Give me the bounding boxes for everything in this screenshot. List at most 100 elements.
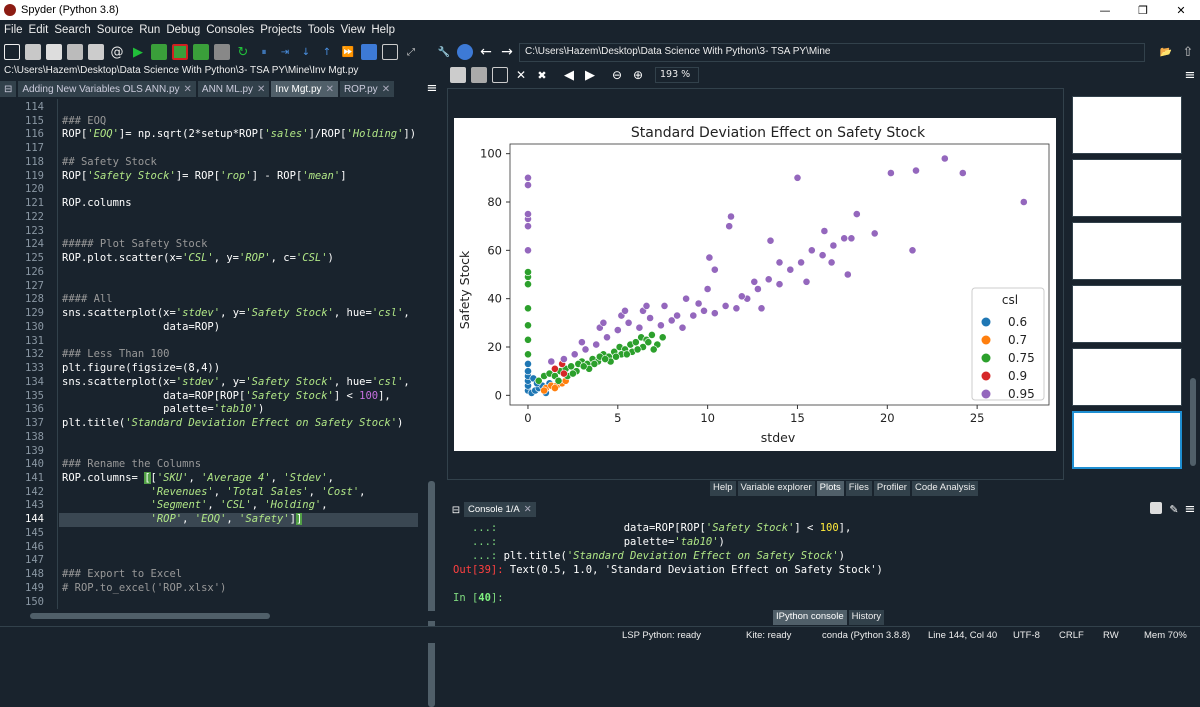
tab-help[interactable]: Help — [710, 481, 736, 496]
code-line[interactable] — [62, 211, 422, 225]
code-line[interactable]: ##### Plot Safety Stock — [62, 238, 208, 251]
code-line[interactable]: ### Rename the Columns — [62, 458, 202, 471]
editor-tab[interactable]: ROP.py ✕ — [339, 81, 395, 97]
at-icon[interactable]: @ — [110, 44, 124, 60]
save-all-icon[interactable] — [67, 44, 83, 60]
preferences-wrench-icon[interactable]: 🔧 — [437, 46, 451, 58]
zoom-level-field[interactable]: 193 % — [655, 67, 699, 83]
close-tab-icon[interactable]: ✕ — [183, 83, 192, 95]
code-line[interactable]: # ROP.to_excel('ROP.xlsx') — [62, 581, 227, 594]
code-line[interactable]: ROP['Safety Stock']= ROP['rop'] - ROP['m… — [62, 169, 347, 182]
code-line[interactable]: ROP.columns= [['SKU', 'Average 4', 'Stde… — [62, 471, 334, 484]
code-line[interactable]: ### Less Than 100 — [62, 348, 170, 361]
remove-all-plots-icon[interactable]: ✖ — [537, 68, 547, 82]
code-line[interactable]: 'Segment', 'CSL', 'Holding', — [150, 499, 328, 512]
code-line[interactable]: ### Export to Excel — [62, 568, 183, 581]
console-tab[interactable]: Console 1/A ✕ — [464, 501, 536, 517]
console-options-menu-icon[interactable]: ≡ — [1184, 501, 1196, 517]
conda-status[interactable]: conda (Python 3.8.8) — [822, 630, 911, 641]
code-line[interactable]: plt.title('Standard Deviation Effect on … — [62, 417, 404, 430]
menu-edit[interactable]: Edit — [28, 24, 49, 36]
code-line[interactable] — [62, 280, 422, 294]
code-line[interactable]: sns.scatterplot(x='stdev', y='Safety Sto… — [62, 375, 410, 388]
plot-thumbnail-selected[interactable] — [1072, 411, 1182, 469]
save-file-icon[interactable] — [46, 44, 62, 60]
plot-thumbnail[interactable] — [1072, 96, 1182, 154]
menu-search[interactable]: Search — [54, 24, 91, 36]
code-line[interactable]: ## Safety Stock — [62, 155, 157, 168]
code-editor[interactable]: 114 115 ### EOQ 116 ROP['EOQ']= np.sqrt(2*se… — [0, 99, 438, 707]
code-line[interactable]: ROP.plot.scatter(x='CSL', y='ROP', c='CS… — [62, 252, 334, 265]
browse-consoles-icon[interactable]: ⊟ — [451, 504, 461, 516]
menu-view[interactable]: View — [340, 24, 366, 36]
stop-debug-icon[interactable] — [361, 44, 377, 60]
close-console-icon[interactable]: ✕ — [523, 503, 532, 515]
editor-tab-active[interactable]: Inv Mgt.py ✕ — [271, 81, 338, 97]
tab-files[interactable]: Files — [845, 481, 872, 496]
next-plot-icon[interactable]: ▶ — [585, 67, 595, 83]
kite-status[interactable]: Kite: ready — [746, 630, 792, 641]
pane-splitter[interactable] — [440, 64, 444, 624]
parent-folder-icon[interactable]: ⇧ — [1182, 44, 1194, 60]
console-scrollbar[interactable] — [1188, 519, 1196, 605]
run-cell-advance-icon[interactable] — [172, 44, 188, 60]
code-line[interactable]: plt.figure(figsize=(8,4)) — [62, 362, 221, 375]
console-settings-icon[interactable]: ✎ — [1169, 502, 1179, 516]
menu-debug[interactable]: Debug — [166, 24, 201, 36]
save-all-plots-icon[interactable] — [471, 67, 487, 83]
step-into-icon[interactable]: ↓ — [301, 46, 311, 58]
code-line[interactable]: ROP.columns — [62, 197, 132, 210]
save-plot-icon[interactable] — [450, 67, 466, 83]
list-icon[interactable] — [88, 44, 104, 60]
menu-file[interactable]: File — [4, 24, 23, 36]
close-tab-icon[interactable]: ✕ — [325, 83, 334, 95]
code-line[interactable]: 'Revenues', 'Total Sales', 'Cost', — [150, 485, 366, 498]
working-directory-input[interactable]: C:\Users\Hazem\Desktop\Data Science With… — [519, 43, 1145, 62]
step-return-icon[interactable]: ↑ — [322, 46, 332, 58]
python-path-icon[interactable] — [457, 44, 473, 60]
plot-thumbnail[interactable] — [1072, 222, 1182, 280]
back-arrow-icon[interactable]: ← — [480, 44, 492, 60]
code-line[interactable]: data=ROP) — [62, 320, 221, 333]
code-line[interactable] — [62, 431, 422, 445]
code-line[interactable] — [62, 554, 422, 568]
code-line[interactable]: #### All — [62, 293, 113, 306]
tab-code-analysis[interactable]: Code Analysis — [911, 481, 979, 496]
code-line[interactable] — [62, 541, 422, 555]
menu-run[interactable]: Run — [139, 24, 161, 36]
menu-tools[interactable]: Tools — [307, 24, 335, 36]
editor-horizontal-scrollbar[interactable] — [0, 611, 438, 621]
new-file-icon[interactable] — [4, 44, 20, 60]
minimize-button[interactable]: — — [1099, 3, 1111, 17]
scroll-thumb[interactable] — [30, 613, 270, 619]
close-tab-icon[interactable]: ✕ — [381, 83, 391, 95]
code-line[interactable]: ROP['EOQ']= np.sqrt(2*setup*ROP['sales']… — [62, 128, 417, 141]
close-tab-icon[interactable]: ✕ — [257, 83, 266, 95]
menu-help[interactable]: Help — [371, 24, 395, 36]
tab-profiler[interactable]: Profiler — [873, 481, 910, 496]
copy-plot-icon[interactable] — [492, 67, 508, 83]
tab-variable-explorer[interactable]: Variable explorer — [737, 481, 815, 496]
ipython-console[interactable]: ...: data=ROP[ROP['Safety Stock'] < 100]… — [447, 519, 1190, 605]
code-line[interactable]: sns.scatterplot(x='stdev', y='Safety Sto… — [62, 307, 410, 320]
zoom-out-icon[interactable]: ⊖ — [611, 68, 623, 82]
interrupt-kernel-icon[interactable] — [1150, 502, 1162, 514]
zoom-in-icon[interactable]: ⊕ — [632, 68, 644, 82]
maximize-button[interactable]: ❐ — [1138, 3, 1148, 17]
code-line[interactable] — [62, 596, 422, 610]
debug-icon[interactable]: ⏸ — [261, 46, 267, 58]
close-window-button[interactable]: ✕ — [1176, 3, 1186, 17]
run-icon[interactable]: ▶ — [133, 44, 143, 60]
menu-projects[interactable]: Projects — [260, 24, 302, 36]
fullscreen-icon[interactable]: ⤢ — [407, 46, 415, 58]
browse-folder-icon[interactable]: 📂 — [1159, 46, 1173, 58]
remove-plot-icon[interactable]: ✕ — [515, 68, 527, 82]
debug-selection-icon[interactable] — [214, 44, 230, 60]
browse-tabs-icon[interactable]: ⊟ — [0, 81, 17, 97]
code-line[interactable]: ### EOQ — [62, 114, 107, 127]
code-line[interactable] — [62, 527, 422, 541]
tab-plots[interactable]: Plots — [816, 481, 844, 496]
rerun-icon[interactable]: ↻ — [237, 44, 249, 60]
code-line[interactable] — [62, 142, 422, 156]
plot-thumbnail[interactable] — [1072, 348, 1182, 406]
